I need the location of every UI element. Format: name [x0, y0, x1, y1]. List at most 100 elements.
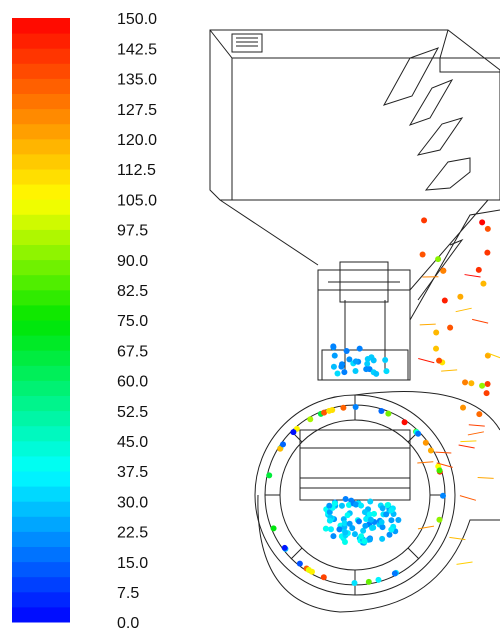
particle: [342, 529, 348, 535]
particle: [345, 512, 351, 518]
particle: [421, 217, 427, 223]
particle: [339, 503, 345, 509]
particle: [343, 496, 349, 502]
particle: [373, 371, 379, 377]
color-band: [12, 592, 70, 608]
rotor: [300, 430, 410, 500]
velocity-arrow: [457, 562, 473, 564]
velocity-arrow: [465, 275, 481, 277]
particle: [352, 368, 358, 374]
color-band: [12, 320, 70, 336]
particle: [484, 390, 490, 396]
color-band: [12, 245, 70, 261]
color-band: [12, 305, 70, 321]
funnel: [418, 240, 462, 300]
particle: [383, 511, 389, 517]
tick-label: 67.5: [117, 343, 148, 360]
louver: [410, 80, 452, 125]
impeller: [280, 420, 430, 570]
particle: [442, 297, 448, 303]
particle: [395, 517, 401, 523]
particle: [309, 569, 315, 575]
particle: [433, 346, 439, 352]
particle: [326, 408, 332, 414]
particle: [437, 467, 443, 473]
particle: [378, 408, 384, 414]
color-band: [12, 426, 70, 442]
particle: [468, 380, 474, 386]
particle: [423, 440, 429, 446]
hopper: [210, 30, 500, 200]
particle: [479, 383, 485, 389]
particle: [436, 358, 442, 364]
tick-label: 52.5: [117, 404, 148, 421]
particle: [342, 539, 348, 545]
color-band: [12, 396, 70, 412]
particle: [380, 524, 386, 530]
color-band: [12, 411, 70, 427]
inlet-tube: [318, 262, 410, 380]
velocity-arrow: [469, 425, 485, 426]
color-band: [12, 18, 70, 34]
particle: [371, 511, 377, 517]
color-band: [12, 531, 70, 547]
particle: [271, 525, 277, 531]
velocity-arrow: [420, 324, 436, 325]
particle: [480, 281, 486, 287]
colorbar: [12, 18, 70, 623]
particle: [347, 521, 353, 527]
particle: [336, 526, 342, 532]
tick-label: 135.0: [117, 72, 157, 89]
particle: [485, 226, 491, 232]
screenshot: 150.0142.5135.0127.5120.0112.5105.097.59…: [0, 0, 500, 631]
particle: [385, 411, 391, 417]
color-band: [12, 154, 70, 170]
tick-label: 127.5: [117, 102, 157, 119]
particle: [367, 498, 373, 504]
color-band: [12, 577, 70, 593]
particle: [447, 325, 453, 331]
tick-label: 60.0: [117, 374, 148, 391]
color-band: [12, 441, 70, 457]
particle: [351, 580, 357, 586]
particle: [388, 527, 394, 533]
velocity-arrow: [478, 478, 494, 479]
particle: [440, 268, 446, 274]
particle: [382, 357, 388, 363]
louver: [418, 118, 462, 155]
particle: [428, 447, 434, 453]
velocity-arrow: [435, 452, 451, 453]
colorbar-labels: 150.0142.5135.0127.5120.0112.5105.097.59…: [117, 11, 157, 631]
tick-label: 150.0: [117, 11, 157, 28]
particle: [385, 502, 391, 508]
velocity-arrow: [441, 370, 457, 371]
particle: [388, 507, 394, 513]
blade: [265, 395, 445, 595]
particle: [361, 538, 367, 544]
particle: [440, 493, 446, 499]
particle: [353, 502, 359, 508]
color-band: [12, 33, 70, 49]
particle: [358, 533, 364, 539]
particle: [266, 472, 272, 478]
color-band: [12, 290, 70, 306]
velocity-arrow: [460, 496, 476, 501]
particle: [362, 523, 368, 529]
particle: [388, 517, 394, 523]
color-band: [12, 547, 70, 563]
particle: [370, 525, 376, 531]
particle: [353, 358, 359, 364]
particle: [357, 346, 363, 352]
particle: [341, 369, 347, 375]
color-band: [12, 63, 70, 79]
particle: [366, 579, 372, 585]
color-band: [12, 184, 70, 200]
particle: [353, 404, 359, 410]
color-band: [12, 562, 70, 578]
color-band: [12, 48, 70, 64]
velocity-arrow: [460, 441, 476, 442]
particle: [330, 343, 336, 349]
color-band: [12, 607, 70, 623]
particle: [460, 405, 466, 411]
particle: [479, 219, 485, 225]
